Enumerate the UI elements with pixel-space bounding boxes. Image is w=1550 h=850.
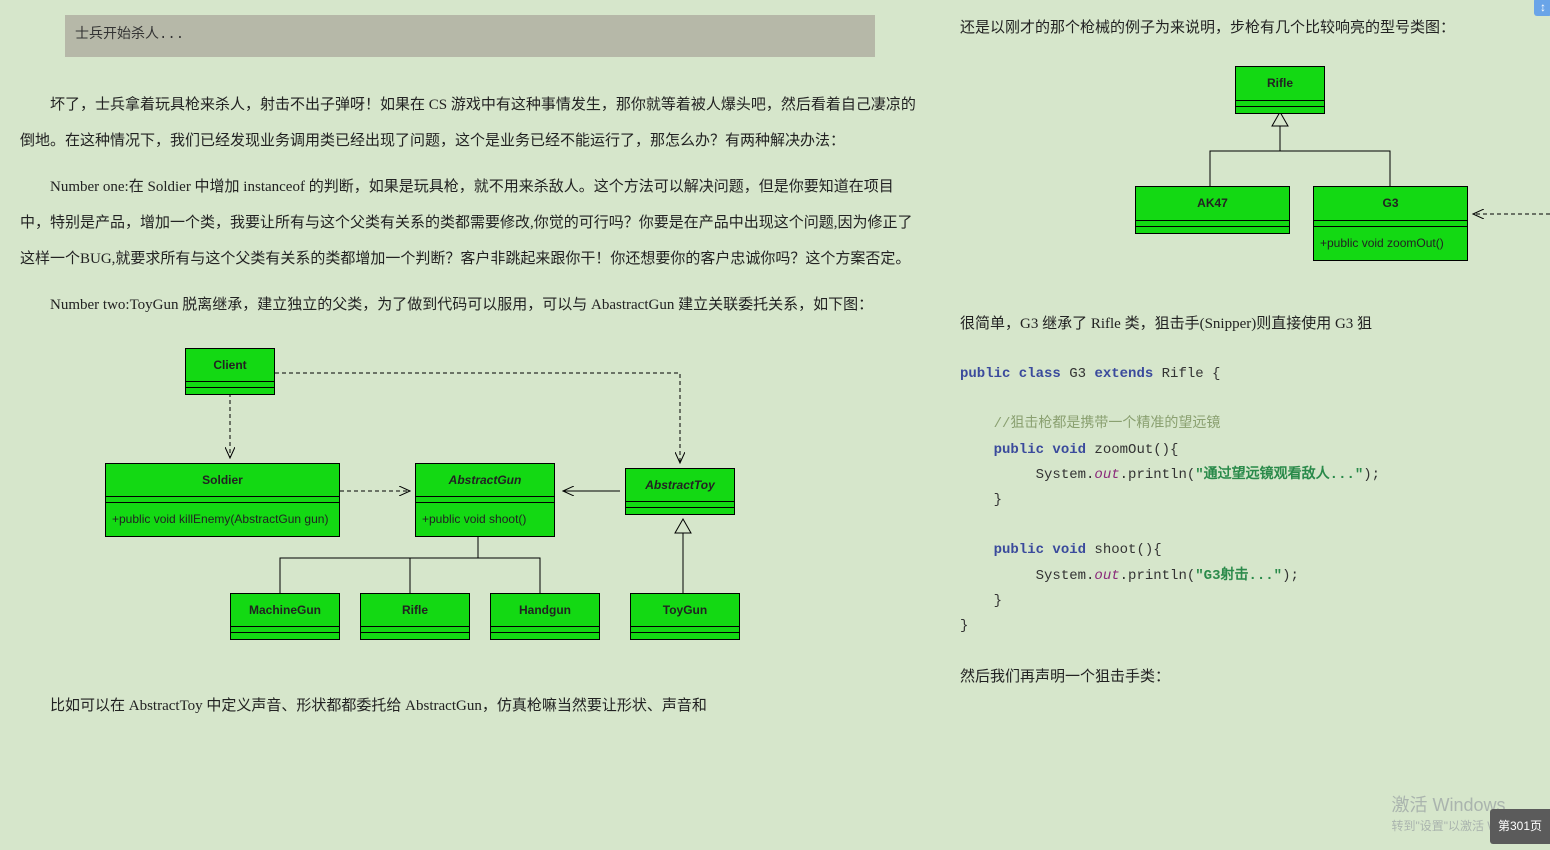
paragraph-2: Number one:在 Soldier 中增加 instanceof 的判断，… [20,169,920,277]
uml-class-soldier: Soldier +public void killEnemy(AbstractG… [105,463,340,538]
left-page: 士兵开始杀人... 坏了，士兵拿着玩具枪来杀人，射击不出子弹呀！如果在 CS 游… [0,0,940,850]
right-paragraph-1: 还是以刚才的那个枪械的例子为来说明，步枪有几个比较响亮的型号类图： [960,10,1540,46]
uml-class-client: Client [185,348,275,396]
uml-class-abstracttoy: AbstractToy [625,468,735,516]
uml-class-rifle: Rifle [1235,66,1325,114]
page-number-badge[interactable]: 第301页 [1490,809,1550,844]
paragraph-4: 比如可以在 AbstractToy 中定义声音、形状都都委托给 Abstract… [20,688,920,724]
scroll-indicator-icon[interactable]: ↕ [1534,0,1550,16]
right-paragraph-3: 然后我们再声明一个狙击手类： [960,659,1540,695]
code-block-g3: public class G3 extends Rifle { //狙击枪都是携… [960,362,1540,639]
right-page: ↕ 还是以刚才的那个枪械的例子为来说明，步枪有几个比较响亮的型号类图： Rifl… [940,0,1550,850]
uml-class-rifle: Rifle [360,593,470,641]
uml-class-toygun: ToyGun [630,593,740,641]
uml-class-handgun: Handgun [490,593,600,641]
right-paragraph-2: 很简单，G3 继承了 Rifle 类，狙击手(Snipper)则直接使用 G3 … [960,306,1540,342]
uml-class-ak47: AK47 [1135,186,1290,234]
uml-diagram-toygun: Client Soldier +public void killEnemy(Ab… [20,343,920,663]
code-output-banner: 士兵开始杀人... [65,15,875,57]
uml-diagram-rifle: Rifle AK47 G3 +public void zoomOut() [1040,66,1540,276]
uml-class-abstractgun: AbstractGun +public void shoot() [415,463,555,538]
uml-class-g3: G3 +public void zoomOut() [1313,186,1468,261]
uml-class-machinegun: MachineGun [230,593,340,641]
paragraph-1: 坏了，士兵拿着玩具枪来杀人，射击不出子弹呀！如果在 CS 游戏中有这种事情发生，… [20,87,920,159]
paragraph-3: Number two:ToyGun 脱离继承，建立独立的父类，为了做到代码可以服… [20,287,920,323]
uml-title: Client [186,349,274,383]
